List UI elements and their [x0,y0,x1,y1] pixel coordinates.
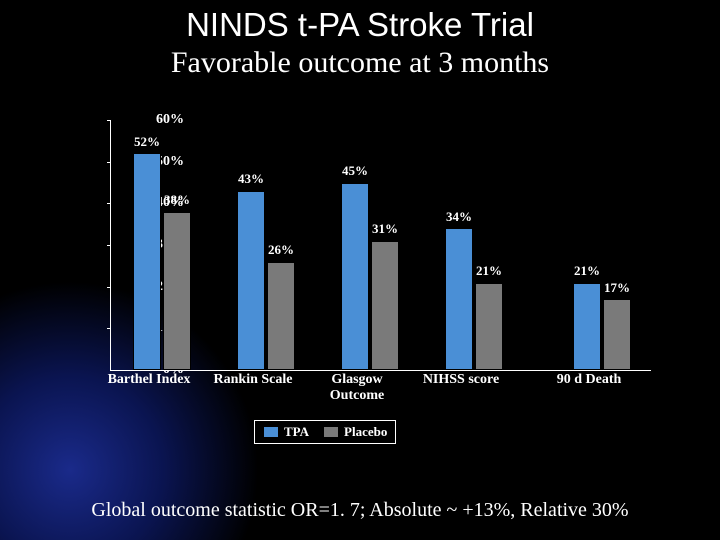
y-tick [107,287,111,288]
y-tick [107,245,111,246]
bar-value-label: 43% [238,171,264,187]
bar-placebo [371,241,399,370]
bar-value-label: 26% [268,242,294,258]
category-label: Glasgow Outcome [304,372,410,404]
bar-value-label: 38% [164,192,190,208]
legend-item-placebo: Placebo [323,424,387,440]
slide-title: NINDS t-PA Stroke Trial [0,0,720,44]
bar-value-label: 45% [342,163,368,179]
bar-value-label: 52% [134,134,160,150]
category-label: 90 d Death [536,372,642,388]
chart: 0% 10% 20% 30% 40% 50% 60% 52% 38% 43% [54,120,674,450]
bar-placebo [603,299,631,370]
y-tick [107,120,111,121]
category-label: Barthel Index [96,372,202,388]
y-tick [107,328,111,329]
bar-value-label: 21% [476,263,502,279]
bar-value-label: 21% [574,263,600,279]
slide: NINDS t-PA Stroke Trial Favorable outcom… [0,0,720,540]
legend-label: Placebo [344,424,387,440]
category-label: Rankin Scale [200,372,306,388]
bar-value-label: 34% [446,209,472,225]
slide-subtitle: Favorable outcome at 3 months [0,46,720,80]
category-label: NIHSS score [408,372,514,388]
bar-tpa [133,153,161,370]
legend-item-tpa: TPA [263,424,309,440]
bar-tpa [341,183,369,371]
y-tick [107,203,111,204]
bar-value-label: 31% [372,221,398,237]
bar-tpa [573,283,601,371]
y-tick [107,162,111,163]
plot-area: 52% 38% 43% 26% 45% 31% 34% [110,120,651,371]
legend-swatch-placebo [323,426,339,438]
footer-text: Global outcome statistic OR=1. 7; Absolu… [0,499,720,522]
bar-tpa [445,228,473,370]
legend-label: TPA [284,424,309,440]
bar-placebo [475,283,503,371]
legend: TPA Placebo [254,420,396,444]
bar-tpa [237,191,265,370]
bar-value-label: 17% [604,280,630,296]
legend-swatch-tpa [263,426,279,438]
bar-placebo [267,262,295,370]
bar-placebo [163,212,191,370]
